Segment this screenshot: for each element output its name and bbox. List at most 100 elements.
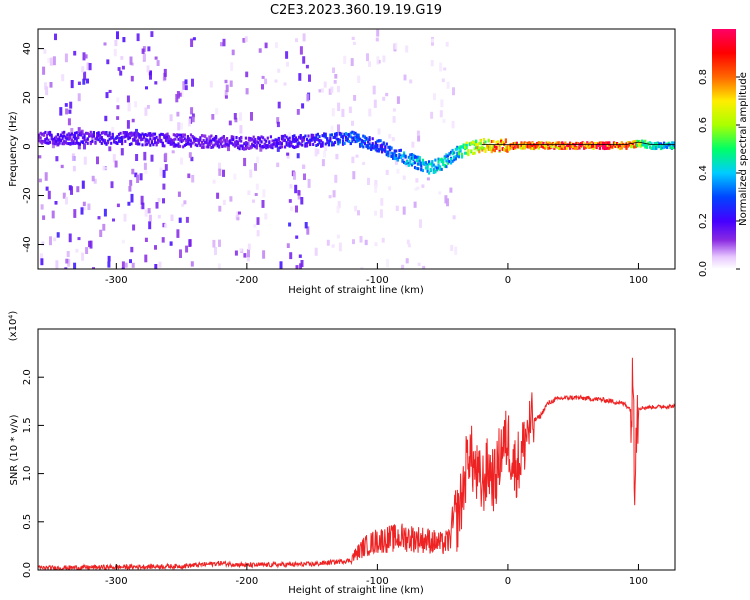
heatmap-cell [209, 81, 213, 88]
heatmap-cell [136, 33, 140, 42]
heatmap-ridge-cell [260, 135, 263, 139]
heatmap-ridge-cell [59, 139, 63, 142]
heatmap-ridge-cell [529, 142, 532, 146]
heatmap-ridge-cell [395, 153, 398, 157]
heatmap-ridge-cell [462, 146, 465, 150]
heatmap-ridge-cell [271, 146, 274, 150]
heatmap-ridge-cell [274, 141, 277, 145]
heatmap-ridge-cell [379, 144, 382, 148]
heatmap-ridge-cell [456, 154, 459, 158]
heatmap-ridge-cell [377, 148, 381, 152]
heatmap-cell [368, 61, 371, 67]
heatmap-cell [224, 90, 228, 97]
heatmap-ridge-cell [418, 157, 421, 160]
heatmap-ridge-cell [175, 143, 178, 147]
heatmap-cell [376, 56, 380, 65]
heatmap-cell [374, 210, 378, 216]
heatmap-cell [439, 110, 443, 118]
heatmap-ridge-cell [189, 144, 193, 148]
heatmap-ridge-cell [376, 149, 379, 153]
heatmap-cell [144, 107, 148, 116]
heatmap-ridge-cell [127, 132, 130, 136]
heatmap-ridge-cell [260, 140, 263, 144]
heatmap-ridge-cell [354, 140, 357, 144]
heatmap-cell [45, 186, 49, 191]
heatmap-cell [190, 156, 194, 162]
heatmap-ridge-cell [44, 130, 47, 134]
heatmap-cell [162, 169, 166, 178]
heatmap-ridge-cell [631, 145, 634, 148]
heatmap-cell [83, 71, 87, 81]
heatmap-cell [77, 93, 81, 102]
heatmap-cell [426, 177, 430, 181]
heatmap-ridge-cell [506, 149, 509, 153]
heatmap-ridge-cell [341, 142, 345, 146]
heatmap-ridge-cell [312, 133, 315, 137]
heatmap-cell [217, 263, 221, 269]
heatmap-ridge-cell [359, 142, 362, 146]
heatmap-cell [294, 184, 298, 194]
heatmap-cell [55, 260, 59, 269]
heatmap-cell [49, 57, 53, 66]
heatmap-ridge-cell [70, 132, 74, 136]
heatmap-ridge-cell [305, 143, 309, 147]
heatmap-ridge-cell [652, 144, 655, 148]
heatmap-ridge-cell [565, 146, 569, 150]
heatmap-ridge-cell [523, 141, 526, 145]
heatmap-ridge-cell [224, 140, 227, 144]
heatmap-ridge-cell [603, 147, 606, 151]
heatmap-ridge-cell [257, 141, 260, 145]
heatmap-ridge-cell [86, 141, 89, 145]
heatmap-ridge-cell [597, 143, 600, 147]
heatmap-cell [51, 143, 55, 149]
heatmap-ridge-cell [163, 135, 166, 138]
heatmap-ridge-cell [426, 164, 429, 168]
y-tick-label: 20 [22, 91, 33, 104]
heatmap-ridge-cell [205, 141, 208, 145]
heatmap-ridge-cell [59, 134, 63, 137]
heatmap-cell [335, 153, 339, 160]
x-tick-label: -100 [366, 576, 389, 587]
heatmap-ridge-cell [334, 135, 337, 139]
heatmap-cell [64, 103, 68, 107]
heatmap-cell [82, 201, 86, 206]
heatmap-cell [352, 239, 355, 245]
heatmap-cell [308, 74, 311, 82]
heatmap-cell [261, 84, 264, 90]
heatmap-ridge-cell [258, 138, 262, 142]
heatmap-ridge-cell [484, 140, 487, 144]
heatmap-ridge-cell [634, 143, 637, 147]
heatmap-cell [364, 239, 368, 246]
heatmap-ridge-cell [128, 131, 132, 135]
heatmap-cell [381, 237, 385, 243]
heatmap-ridge-cell [446, 154, 449, 158]
heatmap-ridge-cell [263, 143, 266, 147]
heatmap-ridge-cell [171, 141, 174, 144]
heatmap-cell [180, 122, 183, 130]
heatmap-ridge-cell [138, 142, 141, 146]
heatmap-ridge-cell [215, 140, 218, 144]
heatmap-cell [105, 92, 109, 99]
heatmap-ridge-cell [191, 141, 194, 145]
heatmap-ridge-cell [352, 138, 355, 141]
heatmap-ridge-cell [75, 139, 78, 143]
heatmap-cell [334, 74, 338, 79]
heatmap-ridge-cell [240, 139, 243, 143]
heatmap-ridge-cell [514, 145, 517, 149]
heatmap-ridge-cell [642, 142, 645, 146]
heatmap-ridge-cell [608, 146, 611, 150]
heatmap-cell [409, 79, 413, 84]
heatmap-cell [351, 156, 355, 164]
heatmap-ridge-cell [374, 148, 377, 152]
heatmap-cell [357, 75, 361, 83]
heatmap-ridge-cell [63, 134, 66, 138]
heatmap-ridge-cell [584, 144, 587, 147]
heatmap-ridge-cell [52, 140, 55, 144]
heatmap-ridge-cell [146, 138, 149, 142]
heatmap-ridge-cell [330, 133, 334, 137]
heatmap-cell [41, 241, 45, 246]
heatmap-ridge-cell [324, 142, 327, 146]
heatmap-ridge-cell [78, 142, 81, 146]
heatmap-cell [295, 265, 299, 269]
heatmap-ridge-cell [420, 161, 423, 165]
